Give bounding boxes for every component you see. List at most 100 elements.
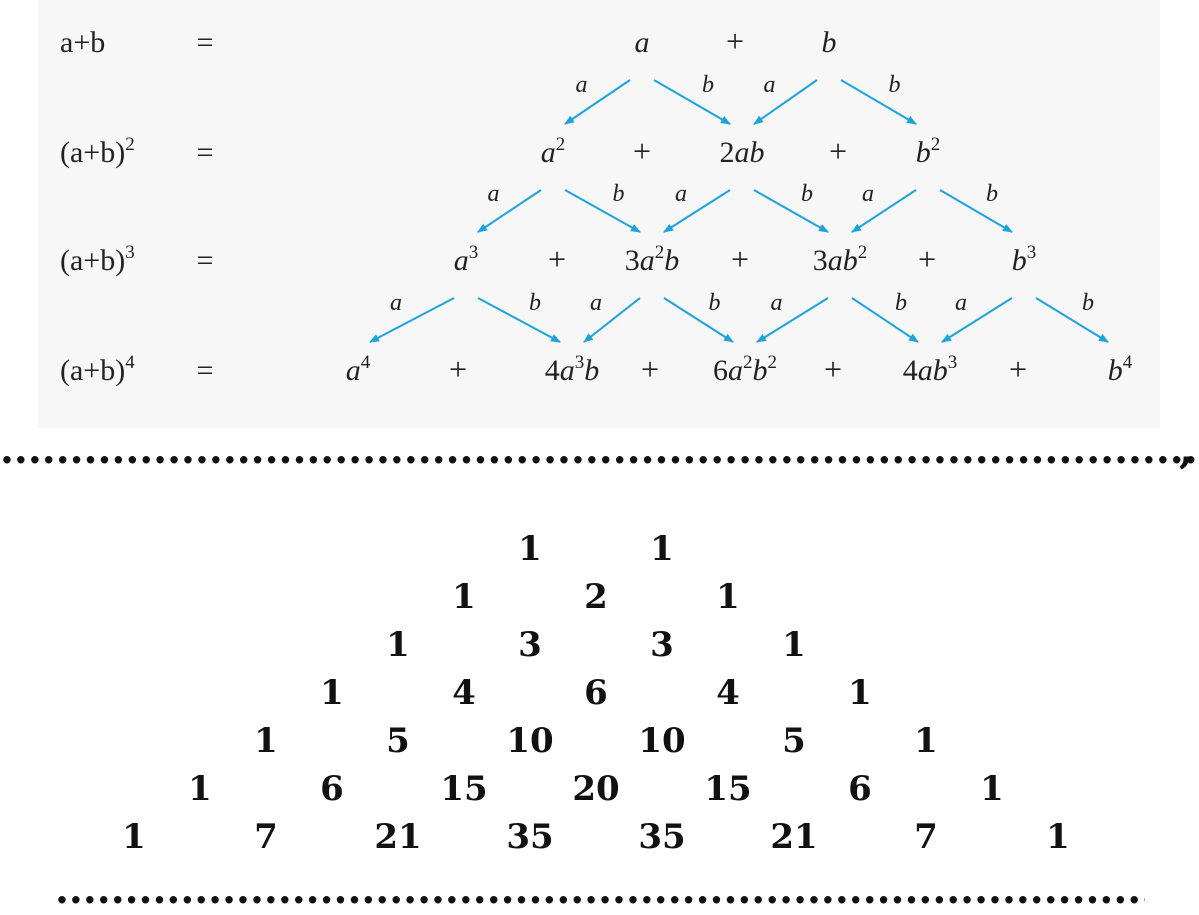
pascal-triangle: 1 11 2 11 3 3 11 4 6 4 11 5 10 10 5 11 6 15 20 15 6 11 7 21 35 35…: [122, 529, 1070, 857]
equals-sign: =: [197, 136, 214, 169]
arrow-label: b: [801, 181, 813, 207]
pascal-number: 1: [1046, 817, 1070, 857]
arrow-label: a: [862, 181, 874, 207]
polynomial-term: b4: [1108, 352, 1133, 387]
pascal-number: 1: [188, 769, 212, 809]
pascal-number: 5: [386, 721, 410, 761]
plus-sign: +: [731, 241, 749, 277]
arrow-label: b: [702, 72, 714, 98]
polynomial-term: 4ab3: [903, 352, 958, 387]
pascal-number: 4: [452, 673, 476, 713]
pascal-number: 4: [716, 673, 740, 713]
polynomial-term: b: [822, 26, 837, 59]
trailing-comma: ,: [1179, 426, 1193, 473]
arrow-multiply-a: [756, 297, 829, 343]
arrow-multiply-a: [753, 79, 818, 125]
pascal-number: 7: [254, 817, 278, 857]
plus-sign: +: [449, 351, 467, 387]
arrow-label: a: [590, 290, 602, 316]
polynomial-term: 6a2b2: [713, 352, 777, 387]
arrow-label: b: [709, 290, 721, 316]
lhs-expression: (a+b)2: [60, 134, 135, 169]
terms-layer: a b + a2 2ab b2 + + a3 3a2b 3ab2 b3 + + + a4 4a3b 6a2b2 4a…: [346, 23, 1133, 387]
plus-sign: +: [829, 133, 847, 169]
pascal-number: 15: [440, 769, 487, 809]
pascal-number: 6: [584, 673, 608, 713]
pascal-number: 1: [650, 529, 674, 569]
pascal-number: 10: [506, 721, 553, 761]
arrow-multiply-b: [939, 189, 1013, 233]
pascal-number: 1: [782, 625, 806, 665]
binomial-expansion-panel: [38, 0, 1160, 428]
pascal-number: 3: [518, 625, 542, 665]
arrow-label: a: [771, 290, 783, 316]
lhs-expression: a+b: [60, 26, 105, 59]
arrow-multiply-a: [477, 189, 542, 233]
equals-sign: =: [197, 354, 214, 387]
pascal-number: 5: [782, 721, 806, 761]
arrow-multiply-a: [583, 297, 641, 343]
polynomial-term: 3a2b: [625, 242, 680, 277]
pascal-number: 1: [254, 721, 278, 761]
arrow-multiply-b: [663, 297, 734, 343]
arrow-label: a: [764, 72, 776, 98]
arrow-label: b: [1082, 290, 1094, 316]
arrow-multiply-b: [753, 189, 829, 233]
arrow-multiply-a: [941, 297, 1013, 343]
pascal-number: 1: [848, 673, 872, 713]
polynomial-term: 3ab2: [813, 242, 868, 277]
plus-sign: +: [548, 241, 566, 277]
arrow-label: a: [675, 181, 687, 207]
arrow-multiply-a: [369, 297, 455, 343]
arrow-multiply-b: [840, 79, 917, 125]
plus-sign: +: [918, 241, 936, 277]
plus-sign: +: [824, 351, 842, 387]
arrow-multiply-a: [564, 79, 631, 125]
lhs-layer: a+b = (a+b)2 = (a+b)3 = (a+b)4 =: [60, 26, 213, 387]
arrow-label: b: [895, 290, 907, 316]
dotted-separator-with-comma: ........................................…: [0, 425, 1199, 475]
arrow-multiply-a: [851, 189, 917, 233]
pascal-number: 15: [704, 769, 751, 809]
arrow-multiply-b: [477, 297, 561, 343]
pascal-number: 35: [506, 817, 553, 857]
arrow-label: a: [488, 181, 500, 207]
polynomial-term: b2: [916, 134, 941, 169]
arrow-multiply-b: [653, 79, 731, 125]
arrow-label: b: [613, 181, 625, 207]
pascal-number: 21: [374, 817, 421, 857]
arrow-multiply-b: [564, 189, 641, 233]
arrow-label: b: [986, 181, 998, 207]
arrows-layer: a b a b a b a b a b a b a b a b a b: [369, 72, 1109, 343]
pascal-number: 1: [914, 721, 938, 761]
pascal-number: 1: [386, 625, 410, 665]
arrow-multiply-a: [663, 189, 731, 233]
arrow-label: a: [576, 72, 588, 98]
pascal-number: 21: [770, 817, 817, 857]
dotted-line: ........................................…: [0, 426, 1199, 473]
dotted-line: ........................................…: [55, 870, 1145, 913]
pascal-number: 7: [914, 817, 938, 857]
plus-sign: +: [726, 23, 744, 59]
arrow-label: a: [390, 290, 402, 316]
lhs-expression: (a+b)4: [60, 352, 135, 387]
arrow-label: a: [955, 290, 967, 316]
polynomial-term: 4a3b: [545, 352, 600, 387]
pascal-number: 1: [452, 577, 476, 617]
polynomial-term: b3: [1012, 242, 1037, 277]
arrow-multiply-b: [1035, 297, 1109, 343]
polynomial-term: a2: [541, 134, 566, 169]
lhs-expression: (a+b)3: [60, 242, 135, 277]
polynomial-term: 2ab: [720, 136, 765, 169]
plus-sign: +: [641, 351, 659, 387]
polynomial-term: a: [635, 26, 650, 59]
dotted-separator-bottom: ........................................…: [55, 870, 1145, 915]
pascal-number: 10: [638, 721, 685, 761]
pascal-number: 1: [122, 817, 146, 857]
plus-sign: +: [633, 133, 651, 169]
equals-sign: =: [197, 26, 214, 59]
arrow-multiply-b: [851, 297, 919, 343]
pascal-number: 1: [320, 673, 344, 713]
arrow-label: b: [889, 72, 901, 98]
